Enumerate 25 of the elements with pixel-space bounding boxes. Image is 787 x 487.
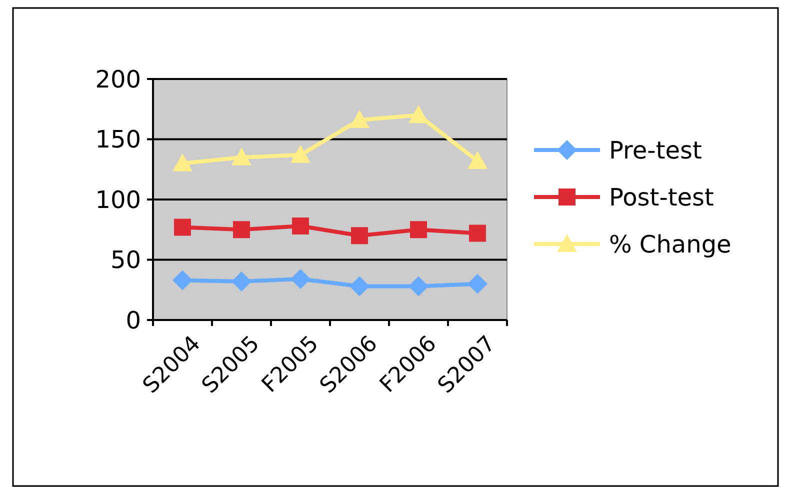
point bbox=[232, 271, 252, 292]
point bbox=[469, 224, 486, 242]
point bbox=[172, 270, 192, 290]
point bbox=[172, 153, 192, 172]
point bbox=[290, 269, 310, 290]
legend-label: Pre-test bbox=[609, 136, 702, 164]
point bbox=[468, 150, 488, 169]
point bbox=[350, 110, 370, 128]
point bbox=[174, 218, 191, 236]
y-tick-label: 50 bbox=[110, 246, 141, 274]
y-tick-label: 150 bbox=[95, 126, 141, 154]
y-tick-label: 200 bbox=[95, 65, 141, 94]
point bbox=[410, 221, 427, 238]
point bbox=[292, 218, 309, 235]
point bbox=[350, 276, 370, 296]
y-tick-label: 100 bbox=[95, 186, 141, 214]
point bbox=[232, 147, 252, 166]
point bbox=[408, 276, 428, 296]
point bbox=[468, 274, 488, 294]
legend-label: Post-test bbox=[609, 183, 714, 212]
y-tick-label: 0 bbox=[126, 306, 141, 334]
legend-label: % Change bbox=[609, 230, 732, 258]
point bbox=[233, 221, 250, 238]
point bbox=[290, 144, 310, 163]
point bbox=[351, 227, 368, 244]
